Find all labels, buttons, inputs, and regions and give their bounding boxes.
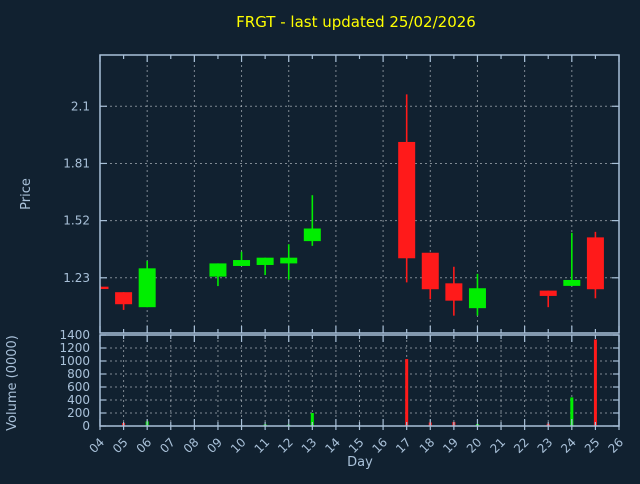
candle-day-6	[138, 268, 156, 308]
candle-day-19	[445, 283, 463, 301]
volume-tick-label: 1200	[59, 341, 90, 355]
volume-bar-day-13	[310, 413, 314, 426]
candle-day-12	[280, 257, 298, 264]
candle-day-25	[586, 237, 604, 290]
candle-day-5	[115, 292, 133, 305]
volume-tick-label: 1000	[59, 354, 90, 368]
candle-day-13	[303, 228, 321, 242]
volume-axis-label: Volume (0000)	[5, 335, 20, 431]
candle-day-23	[539, 290, 557, 296]
volume-tick-label: 1400	[59, 328, 90, 342]
volume-tick-label: 800	[67, 367, 90, 381]
price-tick-label: 2.1	[71, 99, 90, 113]
price-tick-label: 1.23	[63, 271, 90, 285]
volume-bar-day-25	[593, 339, 597, 426]
candle-day-17	[398, 141, 416, 259]
tick-marks	[99, 55, 620, 430]
candle-day-18	[421, 252, 439, 290]
volume-grid	[100, 335, 620, 426]
candle-day-4	[100, 286, 109, 290]
volume-tick-label: 0	[82, 419, 90, 433]
candle-day-20	[468, 288, 486, 309]
volume-tick-label: 400	[67, 393, 90, 407]
candle-day-9	[209, 263, 227, 277]
volume-bar-day-24	[570, 397, 574, 426]
candle-day-10	[233, 260, 251, 266]
price-tick-label: 1.81	[63, 156, 90, 170]
volume-tick-label: 200	[67, 406, 90, 420]
candle-day-24	[563, 279, 581, 286]
chart-title: FRGT - last updated 25/02/2026	[236, 13, 476, 31]
price-axis-label: Price	[19, 178, 34, 210]
price-tick-label: 1.52	[63, 214, 90, 228]
volume-tick-label: 600	[67, 380, 90, 394]
candles-layer	[100, 94, 604, 316]
volume-bar-day-17	[405, 359, 409, 426]
x-axis-label: Day	[347, 455, 373, 470]
candle-day-11	[256, 257, 274, 265]
